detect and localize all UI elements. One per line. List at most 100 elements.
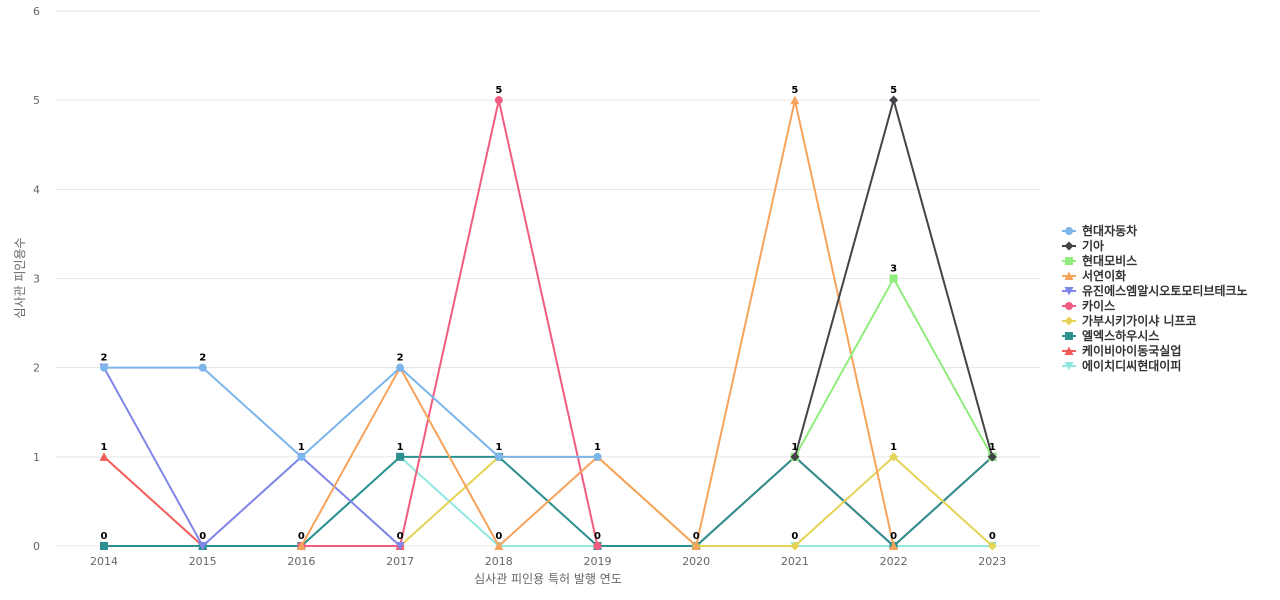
legend-item[interactable]: 서연이화 [1062,268,1126,283]
data-label: 0 [791,531,798,542]
legend-label: 에이치디씨현대이피 [1082,358,1181,373]
grid-lines [55,10,1041,547]
series-point-marker [395,542,405,551]
data-label: 2 [101,353,108,364]
legend-label: 케이비아이동국실업 [1082,343,1181,358]
series-point-marker [494,96,503,105]
series-point-marker [593,542,602,550]
data-label: 1 [594,442,601,453]
y-tick-label: 3 [33,273,40,286]
data-label: 0 [101,531,108,542]
legend-item[interactable]: 현대모비스 [1062,253,1137,268]
series-4 [296,95,899,550]
legend-item[interactable]: 기아 [1062,238,1104,253]
legend-label: 기아 [1082,238,1104,253]
series-point-marker [396,452,405,461]
y-tick-label: 1 [33,451,40,464]
x-tick-label: 2021 [781,555,809,568]
legend-item[interactable]: 엘엑스하우시스 [1062,328,1159,343]
series-point-marker [889,452,899,462]
series-point-marker [987,452,997,462]
series-point-marker [790,541,800,551]
y-tick-label: 4 [33,183,40,196]
legend-marker [1065,227,1073,235]
legend: 현대자동차기아현대모비스서연이화유진에스엠알시오토모티브테크노카이스가부시키가이… [1062,223,1248,373]
legend-item[interactable]: 현대자동차 [1062,223,1137,238]
series-point-marker [987,541,997,551]
legend-item[interactable]: 케이비아이동국실업 [1062,343,1181,358]
data-label: 5 [791,85,798,96]
series-point-marker [297,452,306,461]
legend-item[interactable]: 유진에스엠알시오토모티브테크노 [1062,283,1248,298]
legend-marker [1064,287,1074,296]
legend-marker [1064,271,1074,280]
data-label: 0 [693,531,700,542]
x-tick-label: 2020 [682,555,710,568]
data-label: 1 [989,442,996,453]
legend-marker [1065,332,1073,340]
series-lines [99,95,997,551]
series-point-marker [494,452,503,461]
series-point-marker [691,541,701,550]
x-axis-title: 심사관 피인용 특허 발행 연도 [474,571,622,586]
data-label: 0 [594,531,601,542]
series-point-marker [593,452,602,461]
legend-marker [1065,302,1073,310]
data-label: 2 [199,353,206,364]
y-tick-label: 5 [33,94,40,107]
x-tick-label: 2019 [584,555,612,568]
legend-label: 카이스 [1082,298,1115,313]
legend-marker [1065,257,1073,265]
legend-item[interactable]: 가부시키가이샤 니프코 [1062,313,1197,328]
x-tick-label: 2022 [880,555,908,568]
data-label: 0 [298,531,305,542]
series-point-marker [99,452,109,461]
data-label: 1 [791,442,798,453]
data-label: 5 [495,85,502,96]
series-point-marker [100,542,108,550]
data-label: 2 [397,353,404,364]
x-tick-label: 2018 [485,555,513,568]
series-line [300,99,895,547]
data-label: 0 [890,531,897,542]
legend-label: 현대자동차 [1082,223,1137,238]
legend-label: 서연이화 [1082,268,1126,283]
series-6 [297,96,602,550]
data-label: 0 [495,531,502,542]
data-label: 1 [298,442,305,453]
y-tick-label: 2 [33,362,40,375]
x-tick-label: 2014 [90,555,118,568]
series-point-marker [790,95,800,105]
y-tick-label: 0 [33,540,40,553]
legend-label: 엘엑스하우시스 [1082,328,1159,343]
data-label: 0 [199,531,206,542]
series-line [104,366,598,458]
series-point-marker [198,542,208,551]
legend-marker [1064,346,1074,355]
data-label: 0 [397,531,404,542]
legend-marker [1064,241,1074,251]
y-axis-title: 심사관 피인용수 [13,237,27,318]
series-point-marker [889,541,899,550]
series-2 [790,95,997,462]
legend-item[interactable]: 카이스 [1062,298,1115,313]
data-label: 1 [397,442,404,453]
series-point-marker [889,274,898,283]
legend-label: 현대모비스 [1082,253,1137,268]
legend-marker [1064,362,1074,371]
series-1 [100,363,602,461]
data-label: 3 [890,264,897,275]
legend-item[interactable]: 에이치디씨현대이피 [1062,358,1181,373]
x-tick-label: 2023 [978,555,1006,568]
series-point-marker [198,363,207,372]
x-tick-label: 2017 [386,555,414,568]
data-label: 1 [495,442,502,453]
legend-marker [1064,316,1074,326]
series-line [301,99,599,547]
x-axis-ticks: 2014 2015 2016 2017 2018 2019 2020 2021 2022 2023 [90,555,1006,568]
y-tick-label: 6 [33,5,40,18]
series-point-marker [889,95,899,105]
data-label: 1 [101,442,108,453]
